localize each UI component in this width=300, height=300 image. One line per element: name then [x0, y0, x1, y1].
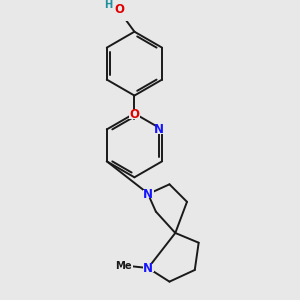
Text: H: H: [104, 0, 112, 10]
Bar: [129, 110, 140, 118]
Bar: [142, 264, 154, 272]
Bar: [104, 2, 112, 9]
Text: O: O: [115, 3, 124, 16]
Bar: [157, 125, 167, 134]
Bar: [114, 5, 125, 14]
Text: N: N: [143, 188, 153, 200]
Text: Me: Me: [116, 261, 132, 271]
Text: O: O: [129, 108, 140, 121]
Bar: [115, 262, 133, 270]
Text: N: N: [154, 123, 164, 136]
Text: N: N: [143, 262, 153, 275]
Bar: [142, 190, 154, 198]
